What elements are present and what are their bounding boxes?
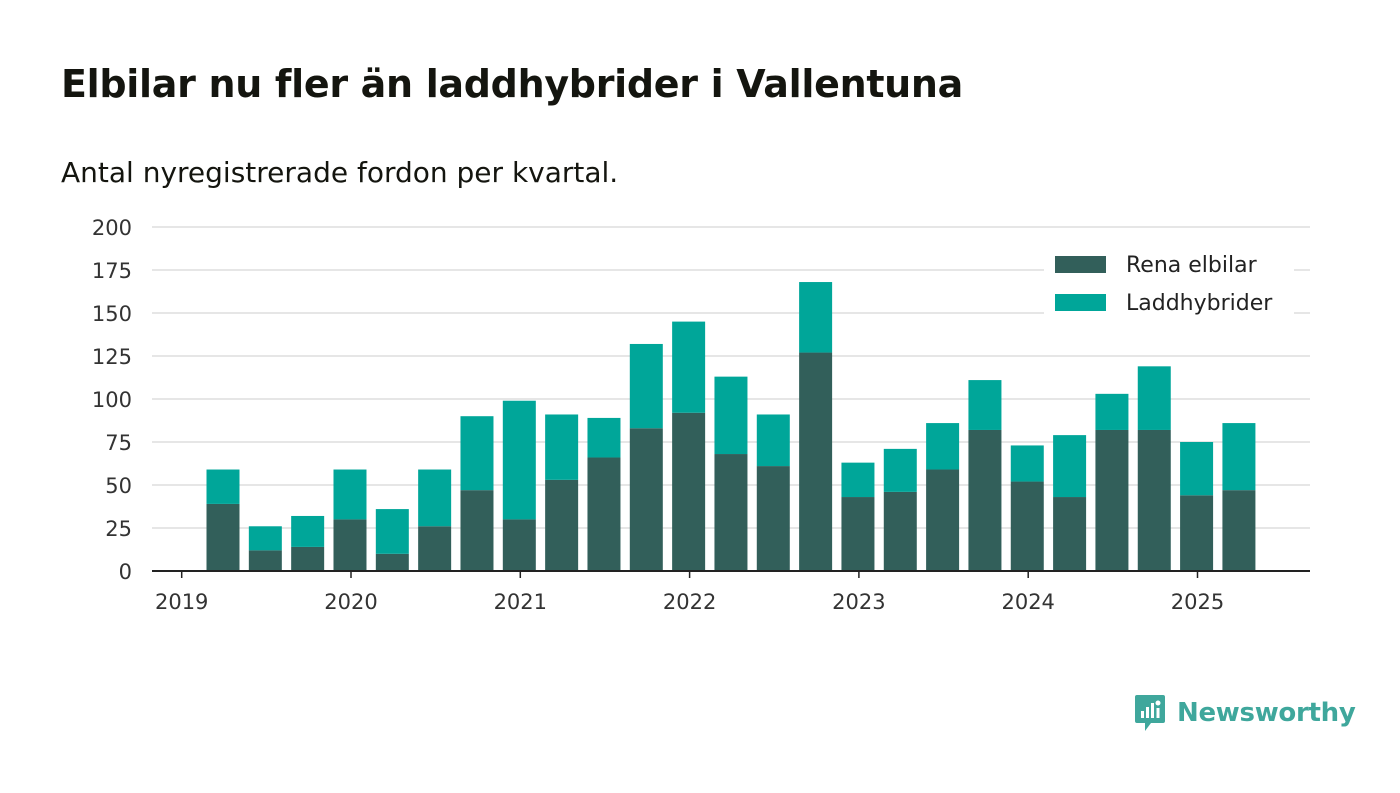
bar-laddhybrider xyxy=(545,414,579,480)
bar-laddhybrider xyxy=(1137,366,1171,430)
bar-laddhybrider xyxy=(629,343,663,429)
bar-rena-elbilar xyxy=(714,454,748,571)
bar-rena-elbilar xyxy=(1137,429,1171,571)
bar-rena-elbilar xyxy=(883,491,917,571)
bar-laddhybrider xyxy=(1222,423,1256,491)
bar-rena-elbilar xyxy=(1095,429,1129,571)
y-axis: 0 25 50 75 100 125 150 175 200 xyxy=(92,216,132,584)
brand-logo: Newsworthy xyxy=(1133,693,1356,733)
y-tick-label: 100 xyxy=(92,388,132,412)
bar-laddhybrider xyxy=(248,526,282,551)
bar-laddhybrider xyxy=(206,469,240,504)
bar-laddhybrider xyxy=(926,423,960,470)
newsworthy-logo-icon xyxy=(1135,695,1165,731)
legend-label: Rena elbilar xyxy=(1126,253,1258,278)
y-tick-label: 125 xyxy=(92,345,132,369)
legend: Rena elbilar Laddhybrider xyxy=(1044,245,1294,323)
bar-laddhybrider xyxy=(375,509,409,554)
bar-rena-elbilar xyxy=(291,546,325,571)
legend-swatch xyxy=(1055,294,1106,311)
x-tick-label: 2025 xyxy=(1171,590,1224,614)
x-tick-label: 2024 xyxy=(1001,590,1054,614)
bar-laddhybrider xyxy=(841,462,875,498)
bar-laddhybrider xyxy=(714,376,748,455)
y-tick-label: 150 xyxy=(92,302,132,326)
bar-rena-elbilar xyxy=(756,466,790,571)
chart-subtitle: Antal nyregistrerade fordon per kvartal. xyxy=(61,156,619,189)
bar-rena-elbilar xyxy=(418,526,452,571)
bar-rena-elbilar xyxy=(206,503,240,571)
bar-laddhybrider xyxy=(1095,393,1129,430)
brand-name: Newsworthy xyxy=(1177,698,1356,728)
x-tick-label: 2019 xyxy=(155,590,208,614)
chart-title: Elbilar nu fler än laddhybrider i Vallen… xyxy=(61,62,964,106)
x-tick-label: 2021 xyxy=(494,590,547,614)
bar-laddhybrider xyxy=(291,515,325,547)
y-tick-label: 0 xyxy=(119,560,132,584)
bar-rena-elbilar xyxy=(502,519,536,571)
bar-rena-elbilar xyxy=(248,550,282,571)
bar-rena-elbilar xyxy=(545,479,579,571)
bar-laddhybrider xyxy=(968,380,1002,430)
x-axis: 2019 2020 2021 2022 2023 2024 2025 xyxy=(152,570,1310,614)
bar-laddhybrider xyxy=(1010,445,1044,482)
bars xyxy=(206,282,1256,571)
bar-rena-elbilar xyxy=(333,519,367,571)
bar-rena-elbilar xyxy=(629,428,663,571)
y-tick-label: 175 xyxy=(92,259,132,283)
bar-laddhybrider xyxy=(587,417,621,458)
bar-rena-elbilar xyxy=(799,352,833,571)
bar-laddhybrider xyxy=(1053,435,1087,498)
bar-rena-elbilar xyxy=(841,497,875,571)
x-tick-label: 2022 xyxy=(663,590,716,614)
bar-rena-elbilar xyxy=(672,412,706,571)
x-tick-label: 2023 xyxy=(832,590,885,614)
bar-laddhybrider xyxy=(333,469,367,520)
bar-laddhybrider xyxy=(1180,442,1214,496)
legend-label: Laddhybrider xyxy=(1126,291,1273,316)
bar-laddhybrider xyxy=(756,414,790,467)
bar-rena-elbilar xyxy=(1222,490,1256,571)
bar-rena-elbilar xyxy=(1180,495,1214,571)
y-tick-label: 200 xyxy=(92,216,132,240)
bar-rena-elbilar xyxy=(587,457,621,571)
bar-rena-elbilar xyxy=(375,553,409,571)
bar-laddhybrider xyxy=(460,416,494,491)
y-tick-label: 75 xyxy=(105,431,132,455)
bar-laddhybrider xyxy=(799,282,833,353)
bar-laddhybrider xyxy=(502,400,536,520)
legend-swatch xyxy=(1055,256,1106,273)
bar-laddhybrider xyxy=(672,321,706,413)
x-tick-label: 2020 xyxy=(324,590,377,614)
bar-rena-elbilar xyxy=(926,469,960,571)
bar-rena-elbilar xyxy=(1010,481,1044,571)
bar-rena-elbilar xyxy=(1053,497,1087,571)
y-tick-label: 50 xyxy=(105,474,132,498)
bar-laddhybrider xyxy=(883,448,917,492)
bar-rena-elbilar xyxy=(968,429,1002,571)
bar-rena-elbilar xyxy=(460,490,494,571)
y-tick-label: 25 xyxy=(105,517,132,541)
bar-laddhybrider xyxy=(418,469,452,527)
